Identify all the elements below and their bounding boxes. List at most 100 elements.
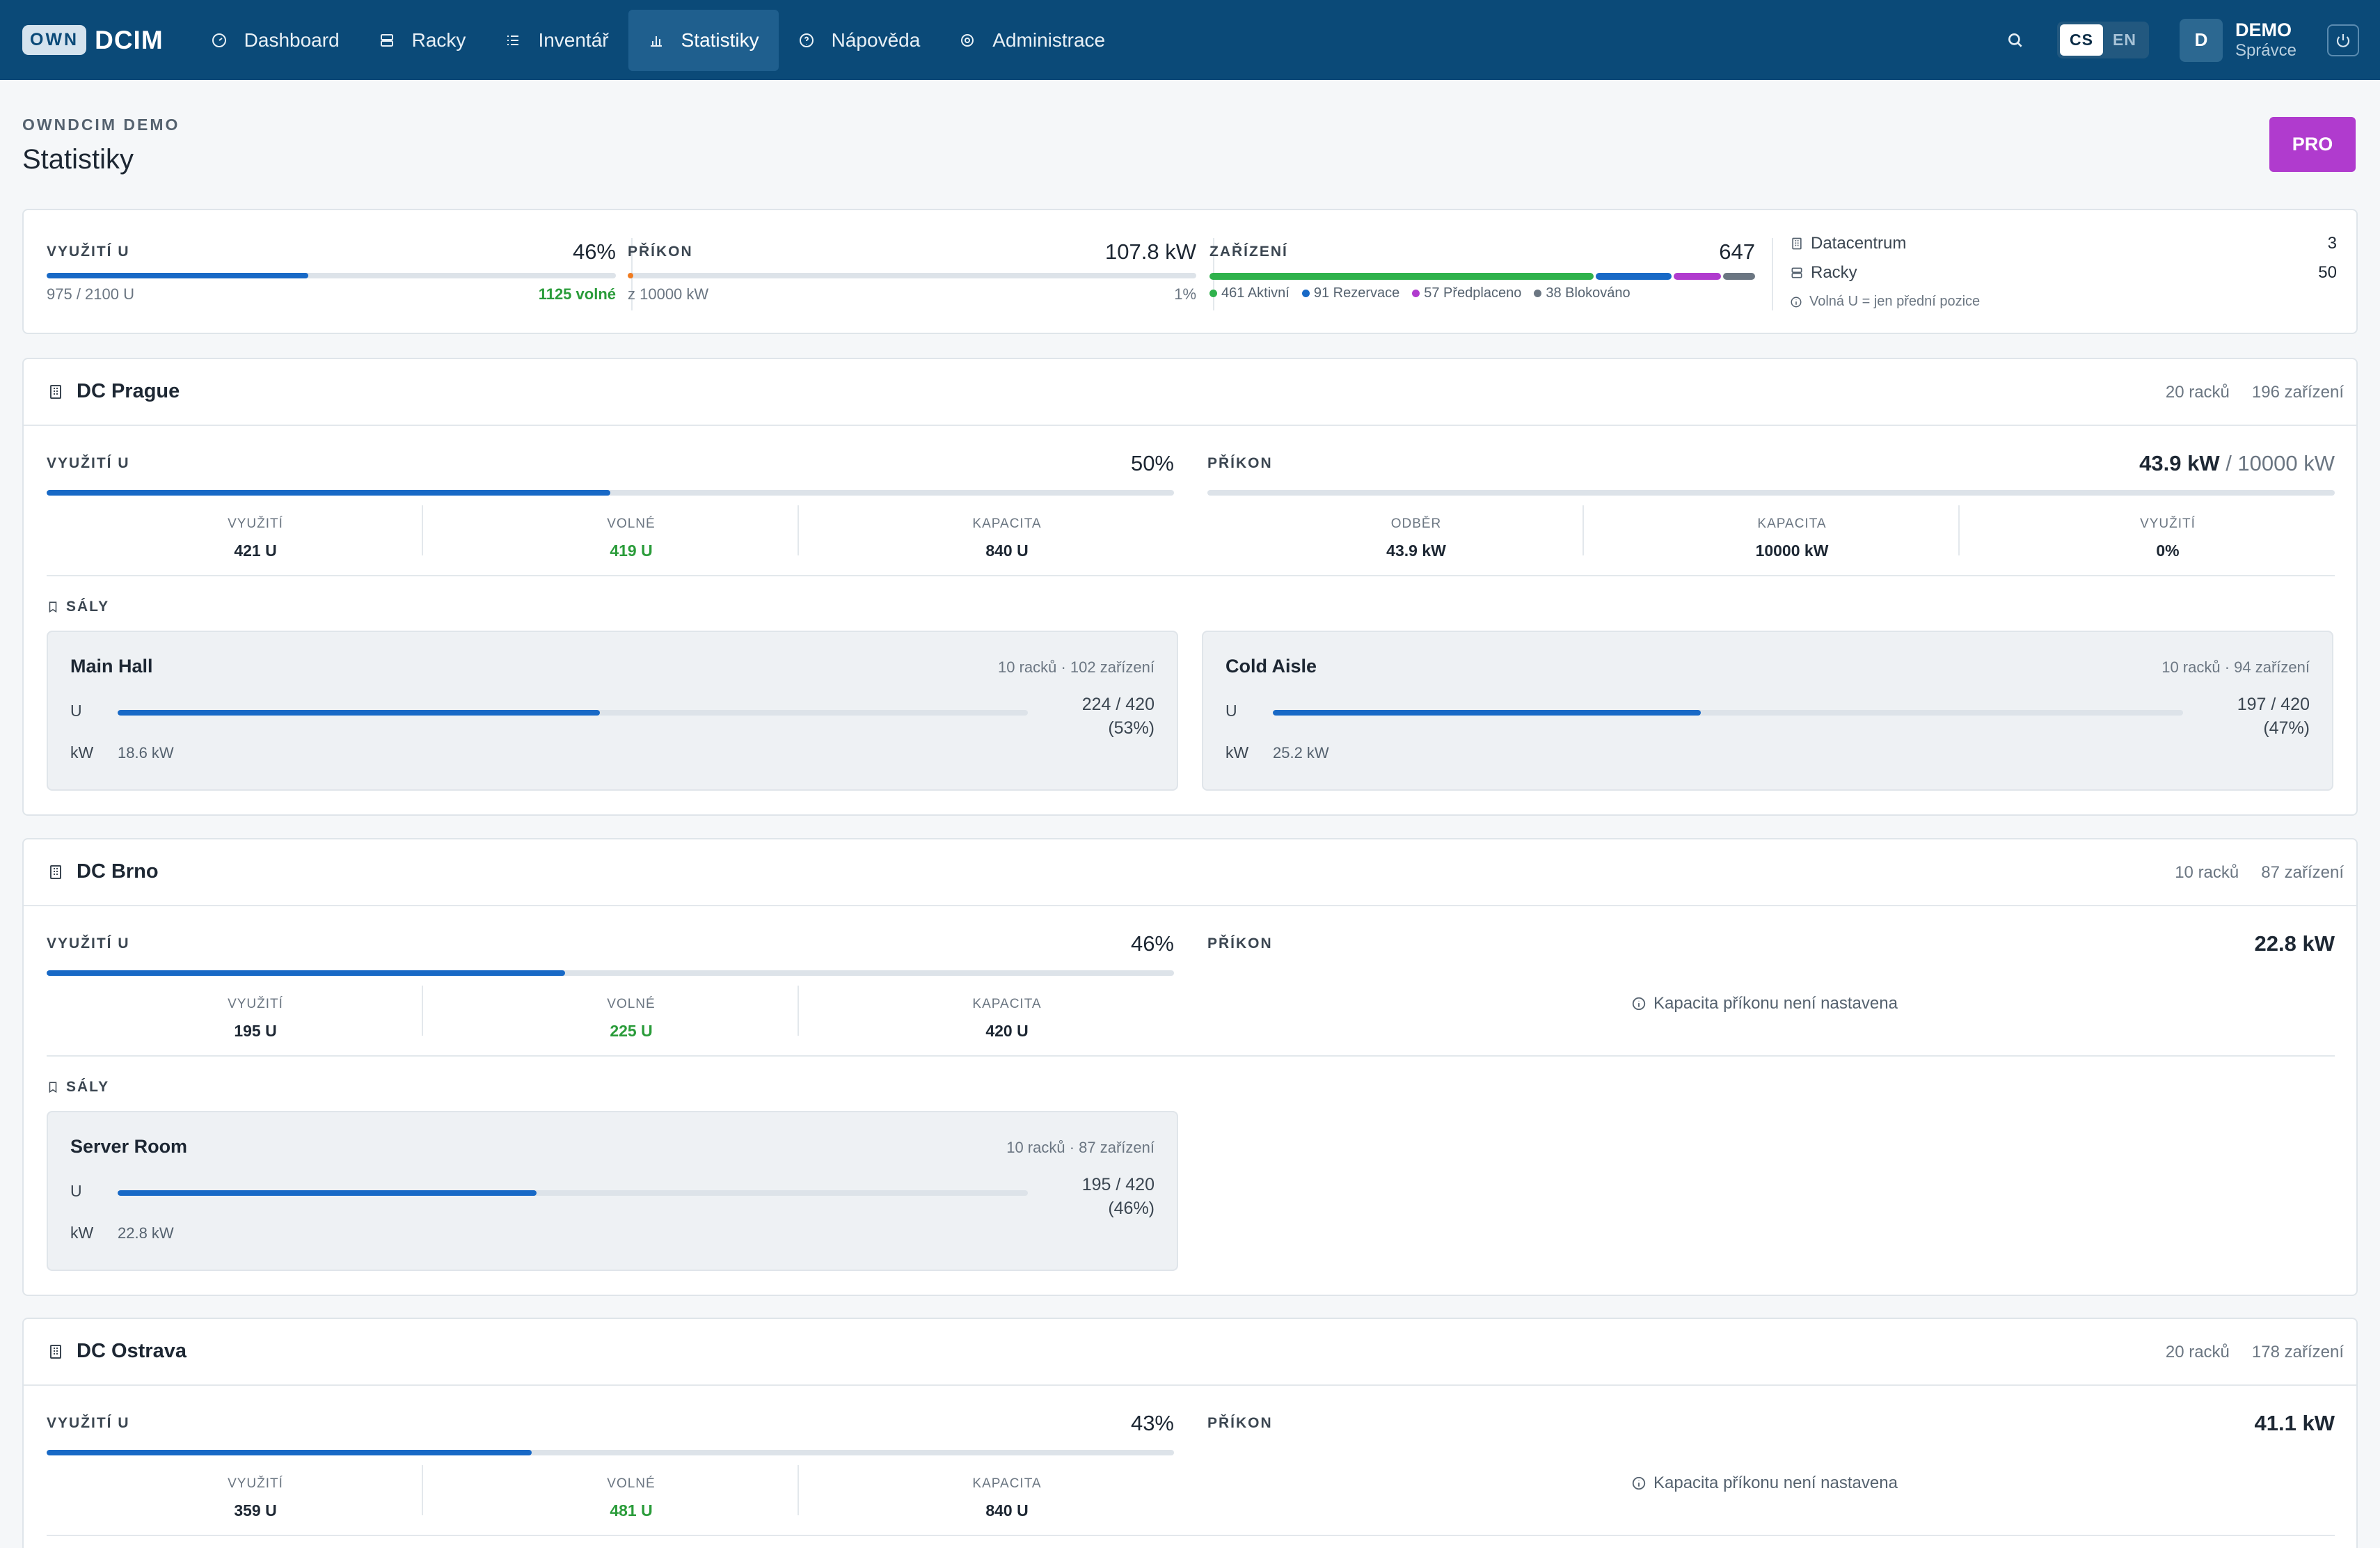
- summary-usage-sub: 975 / 2100 U: [47, 285, 134, 303]
- dc-meta: 20 racků 196 zařízení: [2166, 383, 2344, 402]
- building-icon: [1792, 237, 1802, 250]
- stat-value: 43.9 kW: [1386, 542, 1446, 560]
- lang-cs-button[interactable]: CS: [2060, 24, 2103, 56]
- summary-power-bar: [628, 273, 1196, 278]
- nav-napoveda-label: Nápověda: [831, 29, 921, 51]
- nav-dashboard[interactable]: Dashboard: [191, 10, 359, 71]
- stat-value: 195 U: [234, 1022, 277, 1040]
- hall-kw-label: kW: [1225, 743, 1249, 761]
- stat-value: 840 U: [985, 542, 1029, 560]
- summary-dc-value: 3: [2327, 234, 2337, 253]
- divider: [1582, 505, 1584, 555]
- hall-usage-bar: [118, 710, 1028, 716]
- page-header: OWNDCIM DEMO Statistiky: [22, 116, 180, 175]
- hall-meta: 10 racků · 87 zařízení: [1006, 1139, 1155, 1156]
- legend-dot: [1209, 290, 1217, 298]
- hall-name: Main Hall: [70, 656, 153, 677]
- hall-card[interactable]: Cold Aisle 10 racků · 94 zařízení U 197 …: [1202, 631, 2333, 791]
- stat-label: ODBĚR: [1390, 516, 1442, 531]
- divider: [798, 1465, 799, 1515]
- legend-item: 38 Blokováno: [1534, 285, 1631, 301]
- logout-button[interactable]: [2327, 24, 2359, 56]
- hall-card[interactable]: Server Room 10 racků · 87 zařízení U 195…: [47, 1111, 1178, 1271]
- divider: [47, 1055, 2335, 1057]
- hall-ratio: 224 / 420 (53%): [1082, 693, 1155, 741]
- app-logo[interactable]: OWN DCIM: [22, 25, 164, 55]
- summary-power-pct: 1%: [1174, 285, 1196, 303]
- summary-power-sub: z 10000 kW: [628, 285, 709, 303]
- summary-note-text: Volná U = jen přední pozice: [1809, 294, 1981, 309]
- stat-value: 419 U: [610, 542, 653, 560]
- user-info[interactable]: DEMO Správce: [2235, 19, 2296, 61]
- stat-value: 225 U: [610, 1022, 653, 1040]
- dc-power-label: PŘÍKON: [1207, 935, 1273, 951]
- stat-label: VOLNÉ: [607, 1476, 656, 1491]
- device-status-segment: [1209, 273, 1594, 280]
- halls-label: SÁLY: [47, 599, 109, 615]
- dc-stat-putil: VYUŽITÍ 0%: [1980, 516, 2356, 560]
- hall-u-label: U: [70, 702, 82, 720]
- hall-usage-bar-fill: [118, 710, 601, 716]
- lang-en-button[interactable]: EN: [2113, 31, 2136, 49]
- dc-stat-used: VYUŽITÍ 421 U: [68, 516, 443, 560]
- dc-name: DC Prague: [77, 380, 180, 402]
- device-status-segment: [1723, 273, 1755, 280]
- summary-power-value: 107.8 kW: [1105, 239, 1196, 264]
- nav-inventar[interactable]: Inventář: [485, 10, 628, 71]
- summary-dc-label: Datacentrum: [1811, 234, 1907, 253]
- stat-value: 0%: [2156, 542, 2180, 560]
- legend-label: 461 Aktivní: [1221, 285, 1290, 301]
- dc-header: DC Prague 20 racků 196 zařízení: [24, 359, 2356, 426]
- dashboard-icon: [211, 32, 228, 49]
- nav-racky[interactable]: Racky: [359, 10, 486, 71]
- legend-dot: [1534, 290, 1542, 298]
- building-icon: [50, 864, 61, 879]
- stat-value: 420 U: [985, 1022, 1029, 1040]
- no-power-capacity-text: Kapacita příkonu není nastavena: [1653, 1474, 1898, 1492]
- pro-button[interactable]: PRO: [2269, 117, 2356, 172]
- hall-card[interactable]: Main Hall 10 racků · 102 zařízení U 224 …: [47, 631, 1178, 791]
- dc-usage-pct: 50%: [1130, 451, 1174, 475]
- summary-usage-label: VYUŽITÍ U: [47, 244, 130, 260]
- stat-value: 481 U: [610, 1501, 653, 1519]
- nav-napoveda[interactable]: Nápověda: [779, 10, 940, 71]
- dc-name: DC Ostrava: [77, 1340, 187, 1362]
- summary-usage-bar: [47, 273, 616, 278]
- hall-u-label: U: [1225, 702, 1237, 720]
- divider: [798, 986, 799, 1036]
- dc-stat-free: VOLNÉ 419 U: [443, 516, 819, 560]
- summary-racks-label: Racky: [1811, 263, 1857, 282]
- hall-ratio-pct: (47%): [2263, 718, 2310, 738]
- summary-devices-legend: 461 Aktivní 91 Rezervace 57 Předplaceno 38 …: [1209, 285, 1631, 301]
- dc-header: DC Brno 10 racků 87 zařízení: [24, 839, 2356, 906]
- divider: [1772, 238, 1773, 310]
- dc-power-value: 22.8 kW: [2254, 931, 2335, 956]
- avatar[interactable]: D: [2179, 18, 2223, 62]
- dc-stat-capacity: KAPACITA 840 U: [819, 516, 1195, 560]
- hall-name: Cold Aisle: [1225, 656, 1317, 677]
- dc-stat-capacity: KAPACITA 420 U: [819, 997, 1195, 1041]
- nav-statistiky-label: Statistiky: [681, 29, 759, 51]
- building-icon: [50, 1344, 61, 1359]
- stat-label: VYUŽITÍ: [228, 997, 283, 1011]
- stat-label: VYUŽITÍ: [228, 516, 283, 531]
- hall-kw-value: 25.2 kW: [1273, 744, 1329, 761]
- dc-stat-draw: ODBĚR 43.9 kW: [1228, 516, 1604, 560]
- info-icon: [1632, 997, 1646, 1011]
- dc-stat-free: VOLNÉ 481 U: [443, 1476, 819, 1520]
- hall-usage-bar-fill: [118, 1190, 537, 1196]
- logo-own: OWN: [22, 25, 87, 55]
- hall-u-label: U: [70, 1182, 82, 1200]
- main-nav: Dashboard Racky Inventář Statistiky Nápo…: [191, 0, 1125, 80]
- nav-administrace[interactable]: Administrace: [939, 10, 1125, 71]
- dc-power-draw: 43.9 kW: [2139, 451, 2220, 475]
- nav-statistiky[interactable]: Statistiky: [628, 9, 779, 71]
- legend-item: 461 Aktivní: [1209, 285, 1290, 301]
- dc-devices-count: 178 zařízení: [2251, 1343, 2344, 1361]
- bookmark-icon: [49, 1082, 57, 1093]
- logo-dcim: DCIM: [95, 25, 164, 54]
- user-name: DEMO: [2235, 19, 2292, 41]
- hall-usage-bar-fill: [1273, 710, 1701, 716]
- search-button[interactable]: [2001, 26, 2029, 54]
- summary-info: Datacentrum 3 Racky 50 Volná U = jen pře…: [1790, 210, 2337, 335]
